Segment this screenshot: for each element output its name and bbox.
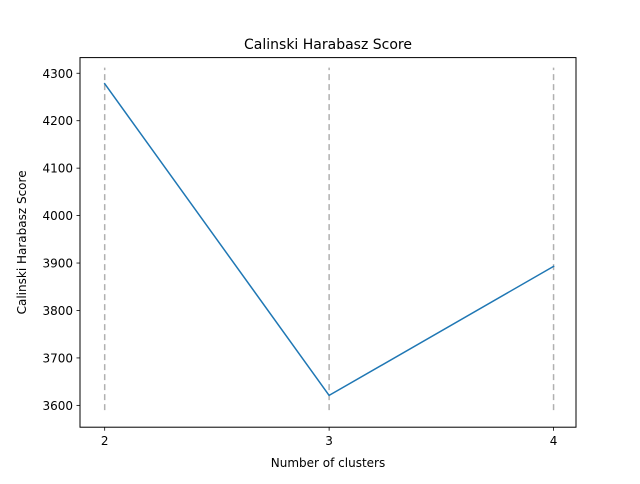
vertical-reference-lines [103, 67, 555, 411]
axis-ticks: 2 3 4 3600 3700 3800 3900 4000 4100 4200 4300 [42, 67, 557, 448]
y-tick-label-3700: 3700 [42, 351, 73, 365]
x-tick-label-4: 4 [550, 434, 558, 448]
y-axis-label: Calinski Harabasz Score [15, 170, 29, 314]
series-line-0 [103, 82, 555, 397]
y-tick-label-4200: 4200 [42, 114, 73, 128]
y-tick-label-4300: 4300 [42, 67, 73, 81]
y-tick-label-3800: 3800 [42, 304, 73, 318]
series-layer [103, 82, 555, 397]
y-tick-label-4100: 4100 [42, 162, 73, 176]
x-tick-label-3: 3 [325, 434, 333, 448]
y-tick-label-3600: 3600 [42, 399, 73, 413]
plot-area-frame [79, 57, 577, 428]
x-tick-label-2: 2 [101, 434, 109, 448]
x-axis-label: Number of clusters [271, 456, 385, 470]
y-tick-label-3900: 3900 [42, 257, 73, 271]
chart-title: Calinski Harabasz Score [244, 37, 412, 53]
y-tick-label-4000: 4000 [42, 209, 73, 223]
